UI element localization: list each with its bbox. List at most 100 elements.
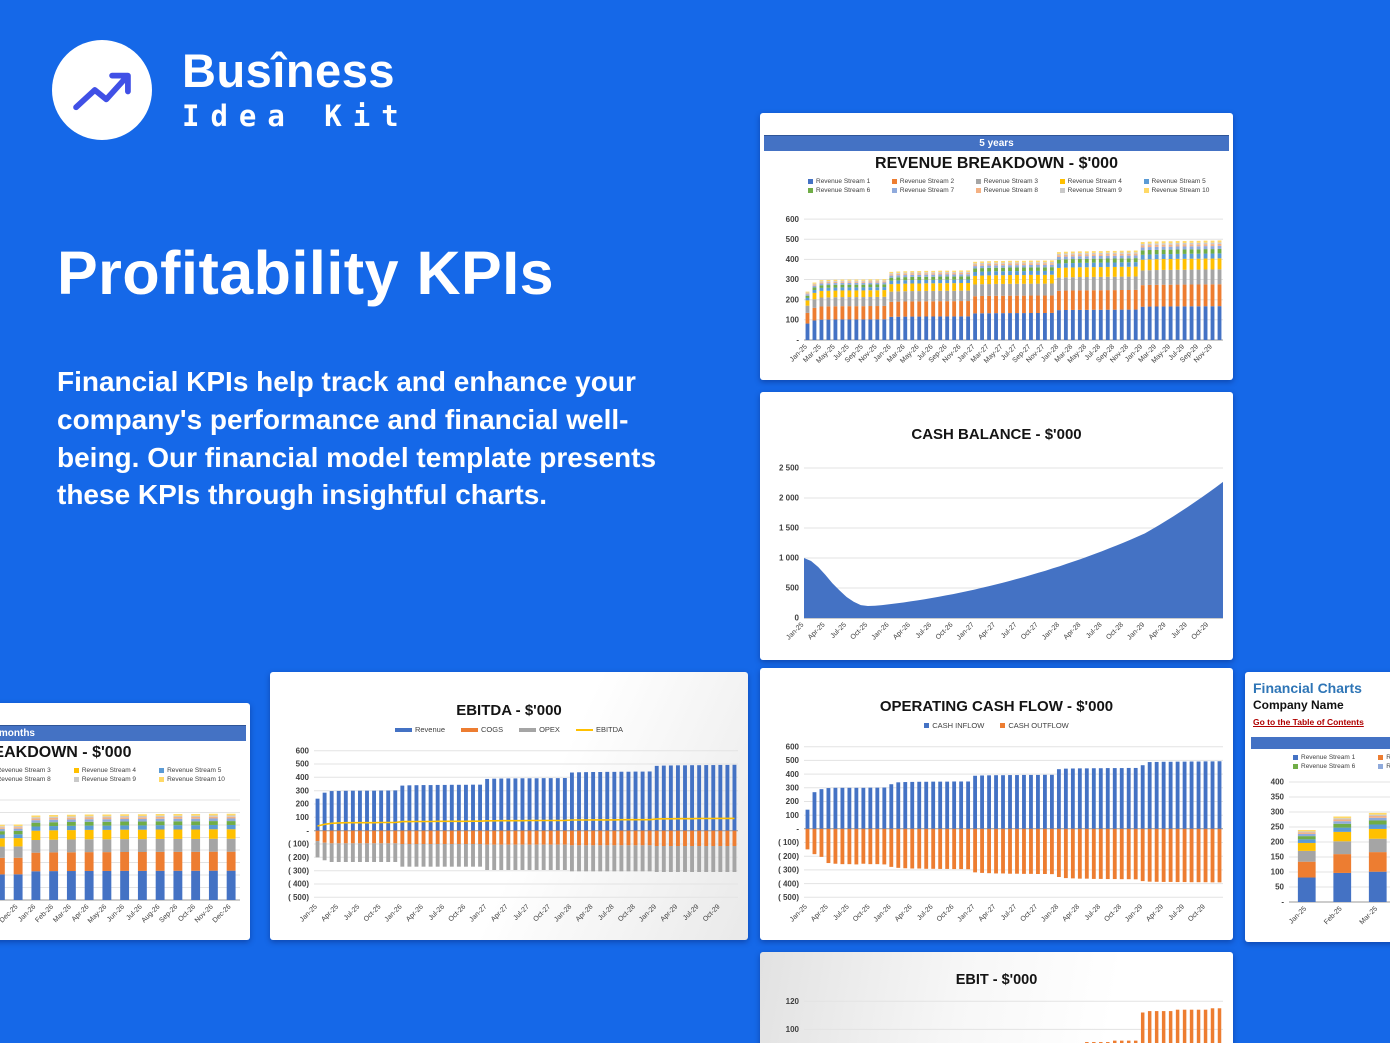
card-period-header: 24 months xyxy=(0,725,246,741)
svg-text:Apr-29: Apr-29 xyxy=(1148,621,1168,641)
legend-swatch xyxy=(159,768,165,773)
svg-text:( 500): ( 500) xyxy=(288,893,309,902)
svg-text:120: 120 xyxy=(786,997,800,1006)
svg-text:-: - xyxy=(306,826,309,835)
svg-text:Jul-29: Jul-29 xyxy=(1170,621,1189,640)
svg-text:600: 600 xyxy=(786,742,800,751)
table-of-contents-link[interactable]: Go to the Table of Contents xyxy=(1253,717,1364,727)
svg-text:Jan-26: Jan-26 xyxy=(384,903,404,923)
svg-text:300: 300 xyxy=(296,786,310,795)
sheet-title: Financial Charts xyxy=(1253,680,1362,696)
svg-text:200: 200 xyxy=(1271,838,1285,847)
chart-legend: Revenue COGS OPEX EBITDA xyxy=(270,725,748,734)
svg-text:Jan-26: Jan-26 xyxy=(873,903,893,923)
legend-item: Revenue Stream 3 xyxy=(975,178,1052,185)
svg-text:200: 200 xyxy=(786,295,800,304)
legend-swatch xyxy=(808,179,813,184)
svg-text:( 300): ( 300) xyxy=(288,866,309,875)
card-financial-charts-sheet: Financial Charts Company Name Go to the … xyxy=(1245,672,1390,942)
svg-text:Apr-29: Apr-29 xyxy=(660,903,680,923)
svg-text:( 500): ( 500) xyxy=(778,893,799,902)
legend-swatch xyxy=(519,727,537,732)
page-title: Profitability KPIs xyxy=(57,239,555,307)
svg-text:Jul-25: Jul-25 xyxy=(343,903,362,922)
chart-legend: CASH INFLOW CASH OUTFLOW xyxy=(760,721,1233,730)
card-cash-balance: CASH BALANCE - $'000 2 500 2 000 1 500 1 00… xyxy=(760,392,1233,660)
legend-item: CASH INFLOW xyxy=(924,721,984,730)
legend-swatch xyxy=(1059,188,1065,193)
svg-text:100: 100 xyxy=(1271,868,1285,877)
svg-text:Oct-26: Oct-26 xyxy=(448,903,468,923)
svg-text:-: - xyxy=(796,825,799,834)
svg-text:350: 350 xyxy=(1271,793,1285,802)
svg-text:250: 250 xyxy=(1271,823,1285,832)
revenue-breakdown-24m-chart: 40035030025020015010050-Jan-25Feb-25Mar-… xyxy=(0,791,248,936)
legend-swatch xyxy=(1143,188,1149,193)
svg-text:Jul-26: Jul-26 xyxy=(915,621,934,640)
card-ebit: EBIT - $'000 12010080604020-Jan-25Apr-25… xyxy=(760,952,1233,1043)
legend-item: Revenue Stream 7 xyxy=(891,187,968,194)
svg-text:Jul-27: Jul-27 xyxy=(1000,903,1019,922)
svg-text:100: 100 xyxy=(786,316,800,325)
svg-text:May-26: May-26 xyxy=(87,903,109,925)
svg-text:Jan-27: Jan-27 xyxy=(956,621,976,641)
brand-logo: Busîness Idea Kit xyxy=(52,40,410,140)
svg-text:Jan-27: Jan-27 xyxy=(956,903,976,923)
trending-up-icon xyxy=(73,72,131,111)
hero-section: Profitability KPIs Financial KPIs help t… xyxy=(57,238,717,514)
svg-text:Oct-25: Oct-25 xyxy=(852,903,872,923)
svg-text:Feb-25: Feb-25 xyxy=(1323,905,1344,926)
svg-text:150: 150 xyxy=(1271,853,1285,862)
legend-item: Revenue Stream 9 xyxy=(1059,187,1136,194)
svg-text:Oct-28: Oct-28 xyxy=(1105,621,1125,641)
svg-text:Apr-26: Apr-26 xyxy=(894,903,914,923)
svg-text:Jan-25: Jan-25 xyxy=(789,903,809,923)
svg-text:( 100): ( 100) xyxy=(778,838,799,847)
svg-text:200: 200 xyxy=(786,797,800,806)
logo-text: Busîness Idea Kit xyxy=(182,47,410,133)
svg-text:0: 0 xyxy=(795,614,800,623)
svg-text:Oct-28: Oct-28 xyxy=(1103,903,1123,923)
svg-text:Apr-27: Apr-27 xyxy=(977,621,997,641)
svg-text:500: 500 xyxy=(786,584,800,593)
chart-title: EBIT - $'000 xyxy=(955,972,1038,988)
legend-item: Revenue Stream 5 xyxy=(159,767,240,774)
svg-text:Jul-26: Jul-26 xyxy=(428,903,447,922)
chart-title: REVENUE BREAKDOWN - $'000 xyxy=(875,155,1118,172)
ebitda-chart: 600 500 400 300 200 100 - ( 100) ( 200) ( 300) ( 4… xyxy=(272,744,746,936)
svg-text:600: 600 xyxy=(296,746,310,755)
svg-text:100: 100 xyxy=(786,811,800,820)
legend-item: Revenue Stream 10 xyxy=(1143,187,1224,194)
legend-item: Revenue Stream 3 xyxy=(0,767,51,774)
svg-text:Apr-25: Apr-25 xyxy=(320,903,340,923)
legend-item: OPEX xyxy=(519,725,560,734)
svg-text:Jun-26: Jun-26 xyxy=(106,903,126,923)
svg-text:Oct-28: Oct-28 xyxy=(617,903,637,923)
legend-swatch xyxy=(1293,755,1298,760)
svg-text:Dec-26: Dec-26 xyxy=(212,903,233,924)
legend-swatch xyxy=(1378,755,1384,760)
svg-text:Jan-25: Jan-25 xyxy=(299,903,319,923)
svg-text:Jul-28: Jul-28 xyxy=(597,903,616,922)
legend-item: Revenue Stream 9 xyxy=(73,776,151,783)
svg-text:Oct-29: Oct-29 xyxy=(1190,621,1210,641)
company-name: Company Name xyxy=(1253,698,1344,712)
svg-text:Apr-29: Apr-29 xyxy=(1145,903,1165,923)
logo-circle xyxy=(52,40,152,140)
legend-swatch xyxy=(975,188,981,193)
svg-text:Jan-25: Jan-25 xyxy=(1288,905,1308,925)
svg-text:300: 300 xyxy=(786,275,800,284)
svg-text:Jan-29: Jan-29 xyxy=(1124,903,1144,923)
svg-text:Oct-25: Oct-25 xyxy=(363,903,383,923)
legend-swatch xyxy=(73,777,79,782)
svg-text:300: 300 xyxy=(1271,808,1285,817)
legend-swatch xyxy=(1143,179,1149,184)
svg-text:Apr-25: Apr-25 xyxy=(807,621,827,641)
svg-text:2 500: 2 500 xyxy=(779,464,800,473)
svg-text:( 200): ( 200) xyxy=(288,853,309,862)
legend-swatch xyxy=(975,179,981,184)
svg-text:400: 400 xyxy=(786,770,800,779)
svg-text:Oct-27: Oct-27 xyxy=(1020,903,1040,923)
